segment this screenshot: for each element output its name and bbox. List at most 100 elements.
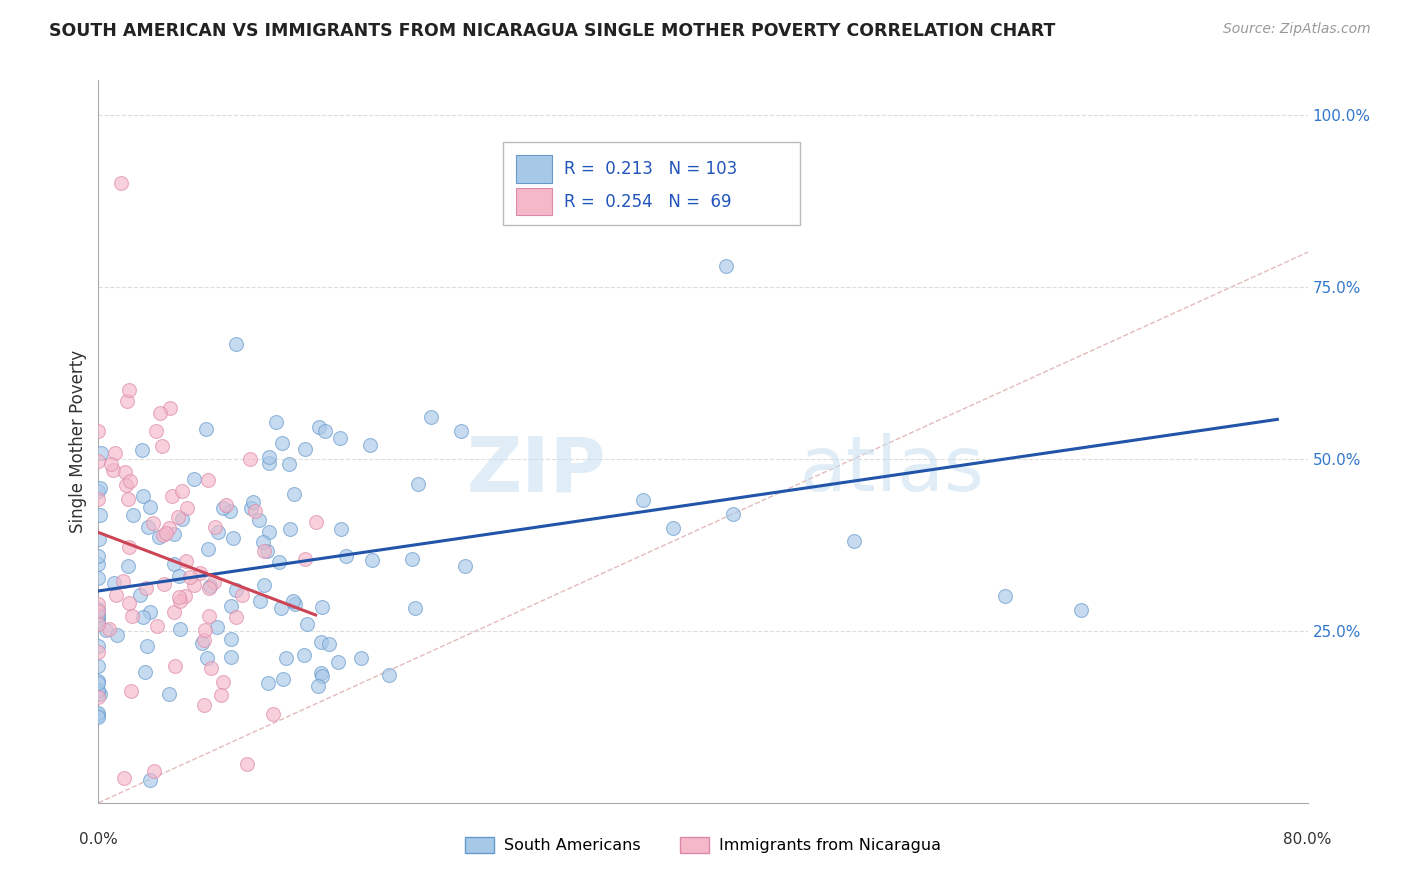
Point <box>256 544 278 558</box>
Point <box>205 620 228 634</box>
Point <box>101 463 124 477</box>
Point <box>450 424 472 438</box>
Point <box>87 453 110 467</box>
Point <box>219 504 242 518</box>
Point <box>661 520 683 534</box>
Point <box>87 549 110 563</box>
Point <box>360 438 382 452</box>
Point <box>87 708 110 723</box>
Point <box>183 578 205 592</box>
Point <box>262 707 284 722</box>
FancyBboxPatch shape <box>516 155 551 183</box>
Point <box>274 650 297 665</box>
Point <box>167 591 190 605</box>
Point <box>169 622 191 636</box>
Point <box>146 619 169 633</box>
Point <box>89 481 111 495</box>
Point <box>271 673 294 687</box>
Point <box>329 431 352 445</box>
Point <box>197 541 219 556</box>
Point <box>219 650 242 665</box>
Point <box>153 577 176 591</box>
Point <box>239 500 262 515</box>
Point <box>117 492 139 507</box>
Point <box>87 640 110 654</box>
FancyBboxPatch shape <box>503 142 800 225</box>
Point <box>131 443 153 458</box>
Point <box>198 609 221 624</box>
Point <box>335 549 357 563</box>
Point <box>98 622 121 636</box>
Text: 0.0%: 0.0% <box>79 831 118 847</box>
Y-axis label: Single Mother Poverty: Single Mother Poverty <box>69 350 87 533</box>
Point <box>152 528 174 542</box>
Point <box>163 527 186 541</box>
Point <box>283 487 305 501</box>
Point <box>281 594 304 608</box>
Point <box>311 599 333 614</box>
Point <box>307 679 329 693</box>
Point <box>143 764 166 779</box>
Point <box>311 669 333 683</box>
Point <box>87 706 110 721</box>
Point <box>110 177 132 191</box>
Point <box>118 383 141 397</box>
Text: Source: ZipAtlas.com: Source: ZipAtlas.com <box>1223 22 1371 37</box>
Point <box>401 552 423 566</box>
Point <box>87 610 110 624</box>
Point <box>160 489 183 503</box>
Point <box>105 628 128 642</box>
Point <box>326 655 349 669</box>
Point <box>103 575 125 590</box>
FancyBboxPatch shape <box>516 188 551 215</box>
Point <box>157 521 180 535</box>
Text: R =  0.254   N =  69: R = 0.254 N = 69 <box>564 193 731 211</box>
Point <box>215 498 238 512</box>
Point <box>134 665 156 679</box>
Point <box>94 623 117 637</box>
Point <box>142 516 165 530</box>
Point <box>148 530 170 544</box>
Point <box>235 757 257 772</box>
Point <box>219 599 242 614</box>
Point <box>163 557 186 571</box>
Point <box>252 535 274 549</box>
Point <box>87 617 110 632</box>
Point <box>87 424 110 438</box>
Point <box>350 650 373 665</box>
Point <box>225 583 247 598</box>
Point <box>225 336 247 351</box>
Point <box>297 617 319 632</box>
Point <box>257 450 280 464</box>
Point <box>222 531 245 545</box>
Point <box>120 684 142 698</box>
Point <box>87 676 110 690</box>
Point <box>169 594 191 608</box>
Point <box>212 674 235 689</box>
Point <box>188 566 211 580</box>
Point <box>163 659 186 673</box>
Point <box>195 651 218 665</box>
Point <box>253 578 276 592</box>
Point <box>280 522 302 536</box>
Text: 80.0%: 80.0% <box>1284 831 1331 847</box>
Point <box>221 632 243 646</box>
Point <box>191 636 214 650</box>
Point <box>129 588 152 602</box>
Point <box>176 501 198 516</box>
Point <box>132 609 155 624</box>
Point <box>90 445 112 459</box>
Text: atlas: atlas <box>800 434 984 508</box>
Point <box>87 598 110 612</box>
Point <box>112 771 135 785</box>
Point <box>193 698 215 713</box>
Point <box>197 473 219 487</box>
Point <box>114 465 136 479</box>
Point <box>104 588 127 602</box>
Point <box>225 610 247 624</box>
Point <box>87 602 110 616</box>
Point <box>132 489 155 503</box>
Point <box>278 458 301 472</box>
Point <box>264 415 287 429</box>
Point <box>294 551 316 566</box>
